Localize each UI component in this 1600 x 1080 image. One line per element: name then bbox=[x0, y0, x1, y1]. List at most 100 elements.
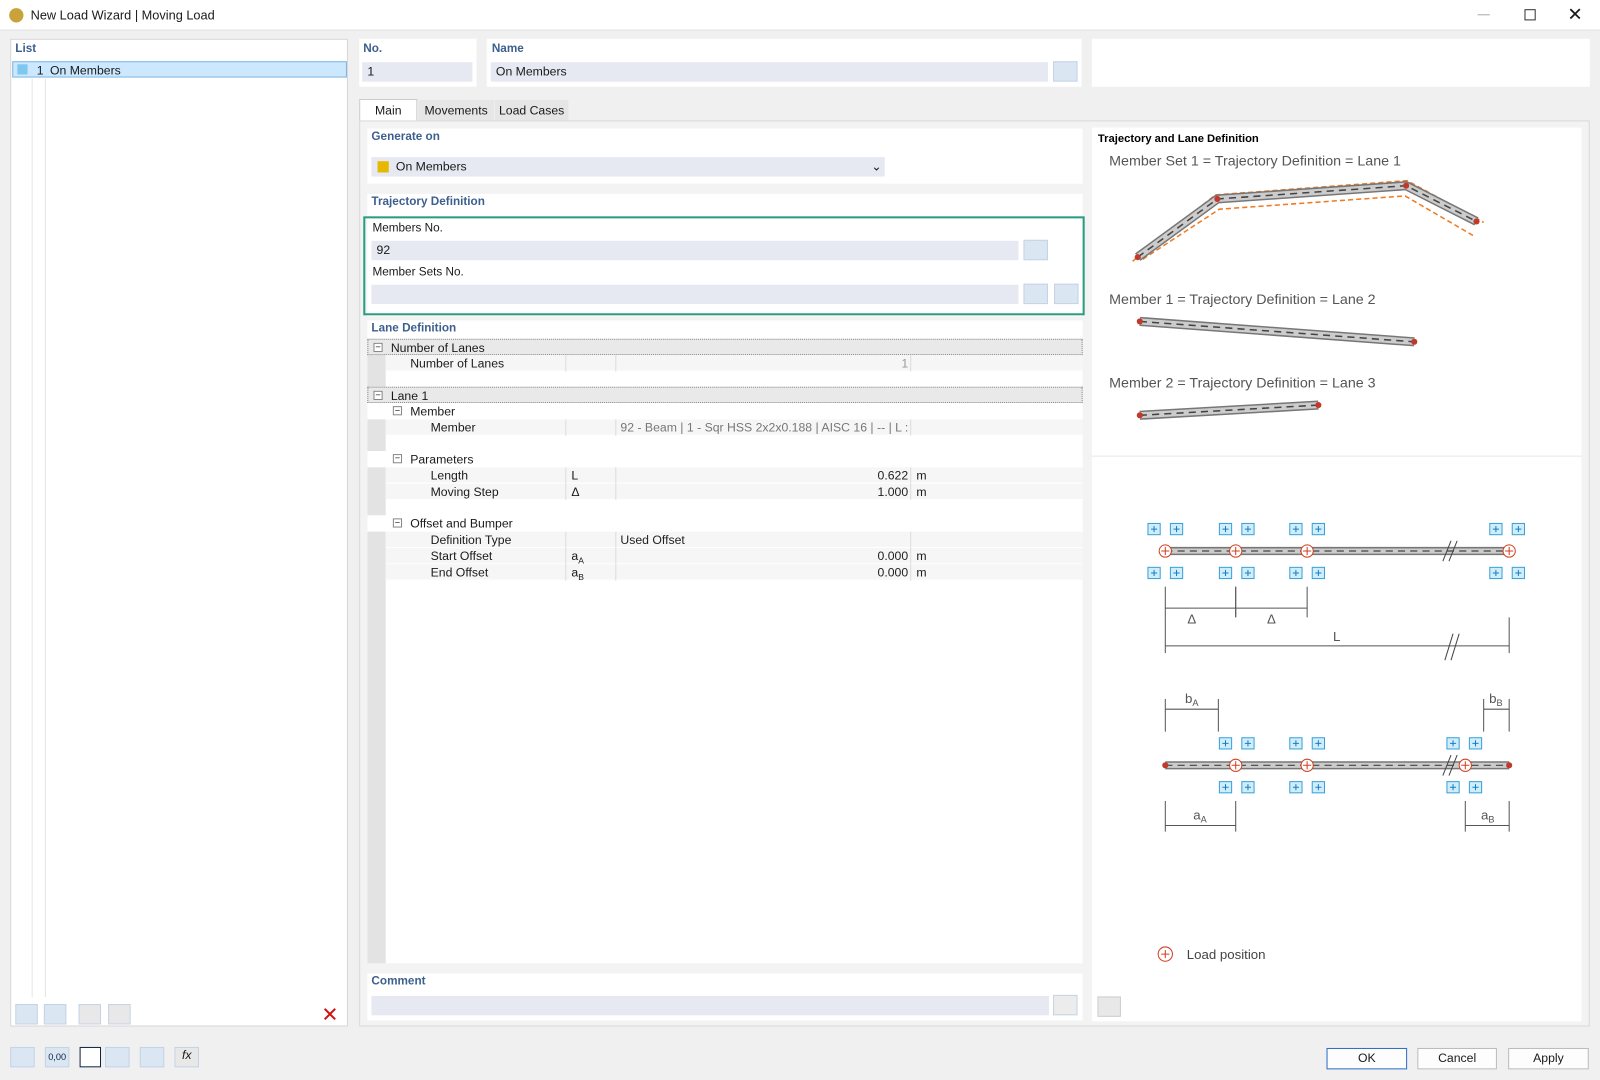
cell-sep bbox=[615, 531, 617, 548]
row-unit: m bbox=[916, 565, 927, 580]
support-icon bbox=[1173, 526, 1180, 533]
caption: Member 2 = Trajectory Definition = Lane … bbox=[1109, 376, 1375, 392]
figure-button[interactable] bbox=[1097, 996, 1121, 1017]
uncheck-button[interactable] bbox=[108, 1004, 131, 1025]
name-box: Name On Members bbox=[486, 38, 1082, 87]
tree-group[interactable]: − Member bbox=[367, 403, 1083, 420]
beam-diagrams bbox=[1147, 522, 1525, 832]
list-header: List bbox=[15, 42, 37, 56]
tab[interactable]: Main bbox=[359, 98, 418, 122]
cell-sep bbox=[615, 564, 617, 581]
cell-sep bbox=[565, 564, 567, 581]
formula-button[interactable]: fx bbox=[174, 1046, 199, 1068]
members-field[interactable]: 92 bbox=[371, 240, 1019, 261]
cell-sep bbox=[615, 483, 617, 500]
legend-label: Load position bbox=[1187, 947, 1266, 962]
generate-section: Generate on On Members ⌄ bbox=[367, 128, 1083, 184]
new-set-button[interactable] bbox=[1023, 283, 1048, 305]
help-button[interactable] bbox=[10, 1046, 35, 1068]
app-icon bbox=[9, 8, 24, 23]
row-value: 1 bbox=[901, 356, 909, 371]
support-icon bbox=[1315, 784, 1322, 791]
load-position bbox=[1161, 546, 1170, 556]
close[interactable]: ✕ bbox=[1567, 4, 1583, 25]
tree-row: Start Offset aA 0.000 m bbox=[385, 547, 1083, 566]
support-icon bbox=[1492, 526, 1499, 533]
cell-sep bbox=[910, 531, 912, 548]
check-button[interactable] bbox=[78, 1004, 102, 1025]
group-label: Offset and Bumper bbox=[410, 516, 513, 531]
cell-sep bbox=[910, 564, 912, 581]
row-label: End Offset bbox=[430, 565, 489, 580]
symbol-base: a bbox=[571, 565, 579, 580]
row-unit: m bbox=[916, 548, 927, 564]
apply-button[interactable]: Apply bbox=[1508, 1047, 1589, 1070]
model-button[interactable] bbox=[139, 1046, 165, 1068]
support-icon bbox=[1244, 784, 1252, 791]
caption: Member Set 1 = Trajectory Definition = L… bbox=[1109, 153, 1401, 169]
figure: Trajectory and Lane Definition Member Se… bbox=[1091, 127, 1582, 1022]
support-icon bbox=[1292, 740, 1299, 747]
list-item[interactable]: 1 On Members bbox=[12, 61, 347, 78]
pick-button[interactable] bbox=[1023, 239, 1048, 261]
beam-break bbox=[1442, 754, 1458, 776]
lane-2-graphic bbox=[1136, 316, 1418, 347]
cell-sep bbox=[910, 419, 912, 436]
support-icon bbox=[1472, 740, 1479, 747]
minimize[interactable] bbox=[1477, 14, 1490, 16]
generate-dropdown[interactable]: On Members ⌄ bbox=[371, 157, 885, 177]
row-value: 0.000 bbox=[877, 565, 909, 580]
tab[interactable]: Movements bbox=[418, 99, 494, 121]
comment-field[interactable] bbox=[371, 995, 1049, 1016]
ba-label: bA bbox=[1185, 691, 1199, 708]
copy-button[interactable] bbox=[43, 1004, 67, 1025]
new-button[interactable] bbox=[15, 1004, 38, 1025]
ok-button[interactable]: OK bbox=[1326, 1047, 1408, 1070]
support-icon bbox=[1449, 784, 1457, 791]
view-button[interactable] bbox=[79, 1046, 102, 1068]
maximize[interactable] bbox=[1524, 9, 1536, 21]
section-title: Comment bbox=[371, 975, 426, 988]
comment-library[interactable] bbox=[1053, 994, 1078, 1016]
row-label: Start Offset bbox=[430, 548, 493, 564]
section-title: Lane Definition bbox=[371, 322, 457, 335]
item-color bbox=[17, 64, 28, 75]
delete-button[interactable]: ✕ bbox=[321, 1004, 339, 1027]
load-position bbox=[1461, 761, 1470, 770]
tree-group[interactable]: − Offset and Bumper bbox=[367, 515, 1083, 532]
cell-sep bbox=[565, 483, 567, 500]
name-field[interactable]: On Members bbox=[490, 62, 1048, 82]
item-no: 1 bbox=[36, 63, 44, 78]
row-unit: m bbox=[916, 468, 927, 483]
window-title: New Load Wizard | Moving Load bbox=[30, 8, 215, 23]
sets-field[interactable] bbox=[371, 284, 1019, 305]
tree-group[interactable]: − Number of Lanes bbox=[367, 338, 1083, 356]
tree-group[interactable]: − Lane 1 bbox=[367, 386, 1083, 404]
symbol-sub: A bbox=[578, 555, 584, 566]
row-label: Length bbox=[430, 468, 469, 483]
comment-section: Comment bbox=[367, 973, 1083, 1021]
group-label: Parameters bbox=[410, 452, 474, 467]
edit-name-button[interactable] bbox=[1053, 61, 1078, 82]
row-label: Number of Lanes bbox=[410, 356, 505, 371]
pick-button[interactable] bbox=[1054, 283, 1079, 305]
display-button[interactable] bbox=[105, 1046, 130, 1068]
units-button[interactable]: 0,00 bbox=[44, 1046, 70, 1068]
tree-row: Moving Step Δ 1.000 m bbox=[385, 483, 1083, 500]
cancel-button[interactable]: Cancel bbox=[1417, 1047, 1497, 1070]
tab[interactable]: Load Cases bbox=[494, 99, 569, 121]
bb-label: bB bbox=[1489, 691, 1502, 708]
highlight-box: Members No. 92 Member Sets No. bbox=[363, 216, 1085, 316]
color-swatch bbox=[377, 161, 389, 173]
row-label: Moving Step bbox=[430, 484, 499, 499]
no-field[interactable]: 1 bbox=[362, 62, 473, 82]
support-icon bbox=[1244, 740, 1252, 747]
symbol-base: a bbox=[571, 548, 579, 564]
group-label: Member bbox=[410, 404, 456, 419]
support-icon bbox=[1151, 526, 1158, 533]
support-icon bbox=[1222, 740, 1229, 747]
tree-group[interactable]: − Parameters bbox=[367, 451, 1083, 468]
tree-gutter bbox=[367, 338, 386, 964]
item-name: On Members bbox=[49, 63, 121, 78]
